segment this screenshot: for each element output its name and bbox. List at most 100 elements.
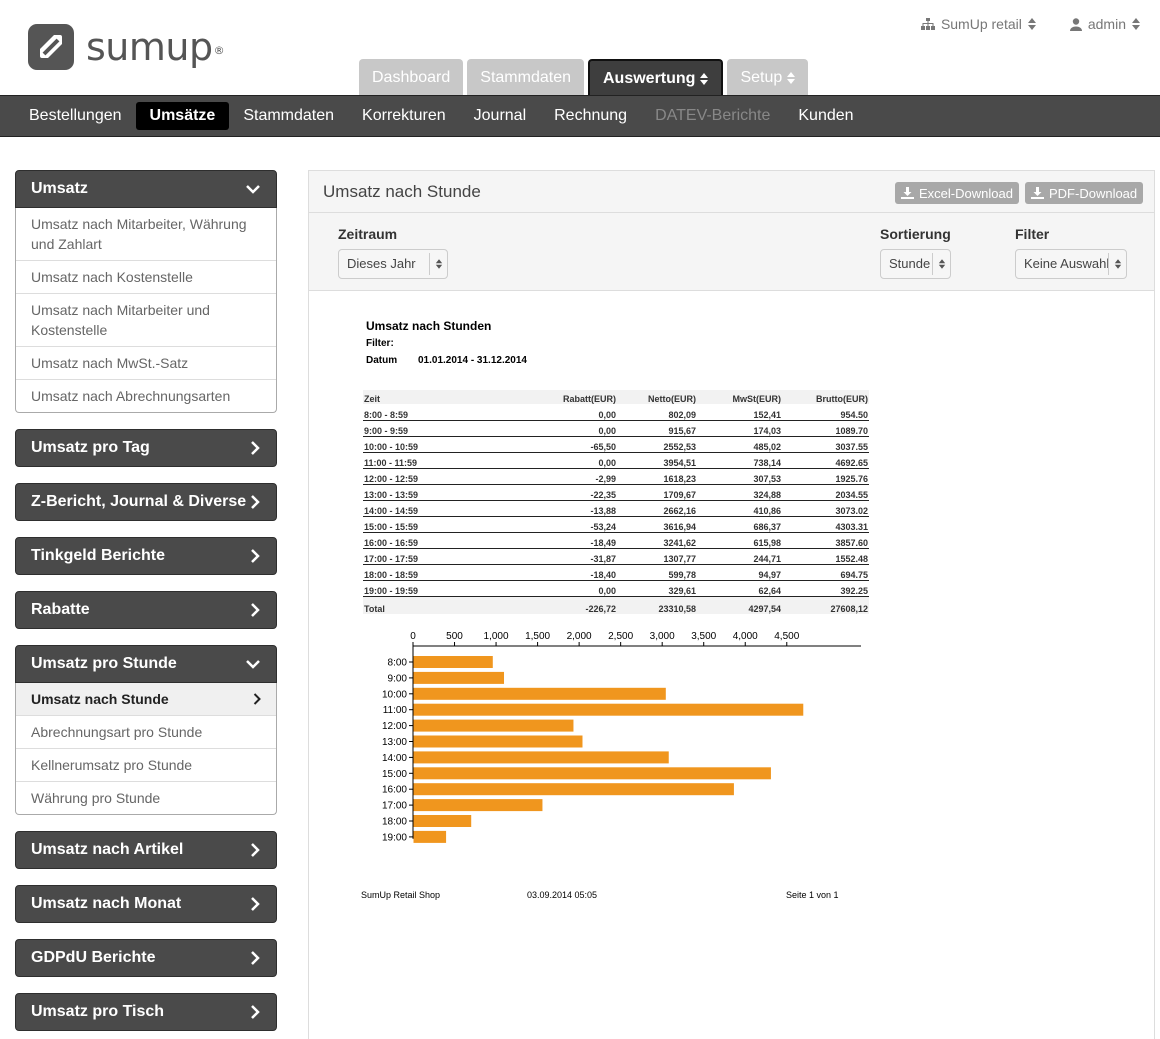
bar [413, 783, 734, 796]
trademark: ® [213, 44, 225, 57]
select-arrow [1108, 253, 1126, 275]
zeitraum-select[interactable]: Dieses Jahr [338, 249, 448, 279]
tab-stammdaten[interactable]: Stammdaten [467, 59, 584, 96]
table-cell: 3616,94 [617, 516, 697, 533]
table-cell: 4692.65 [782, 452, 869, 469]
table-cell: 8:00 - 8:59 [363, 404, 513, 421]
table-row: 9:00 - 9:59 0,00 915,67 174,03 1089.70 [363, 420, 869, 437]
subnav-stammdaten[interactable]: Stammdaten [243, 107, 335, 124]
sidebar-item[interactable]: Umsatz nach Abrechnungsarten [31, 388, 231, 404]
tab-setup[interactable]: Setup [727, 59, 809, 96]
accordion-header[interactable]: Z-Bericht, Journal & Diverse [15, 483, 277, 521]
chevron-right-icon [251, 603, 260, 617]
table-cell: -65,50 [513, 436, 617, 453]
table-cell: 954.50 [782, 404, 869, 421]
y-tick-label: 19:00 [382, 832, 407, 843]
table-cell: -31,87 [513, 548, 617, 565]
report-date-range: 01.01.2014 - 31.12.2014 [418, 355, 527, 366]
y-tick-label: 11:00 [383, 705, 408, 716]
accordion-title: Rabatte [31, 601, 90, 618]
subnav-bestellungen[interactable]: Bestellungen [29, 107, 122, 124]
sidebar-item[interactable]: Umsatz nach MwSt.-Satz [16, 347, 276, 380]
bar [413, 735, 583, 748]
accordion-body: Umsatz nach Mitarbeiter, Währung und Zah… [15, 208, 277, 413]
table-cell: 152,41 [697, 404, 782, 421]
table-cell: 244,71 [697, 548, 782, 565]
table-cell: 3857.60 [782, 532, 869, 549]
sitemap-icon [920, 18, 935, 30]
sidebar-item[interactable]: Währung pro Stunde [31, 790, 161, 806]
table-row: 19:00 - 19:59 0,00 329,61 62,64 392.25 [363, 580, 869, 597]
chevron-right-icon [251, 897, 260, 911]
subnav-journal[interactable]: Journal [473, 107, 527, 124]
accordion-umsatz-nach-artikel: Umsatz nach Artikel [15, 831, 277, 869]
x-tick-label: 3,000 [650, 631, 675, 642]
user-menu[interactable]: admin [1069, 16, 1140, 32]
pdf-download-button[interactable]: PDF-Download [1025, 182, 1144, 204]
accordion-header[interactable]: Umsatz pro Tag [15, 429, 277, 467]
sidebar-item[interactable]: Abrechnungsart pro Stunde [16, 716, 276, 749]
hourly-revenue-chart: 0 500 1,000 1,500 2,000 2,500 3,000 3,500 4,000 4… [382, 631, 861, 843]
sidebar-item[interactable]: Kellnerumsatz pro Stunde [16, 749, 276, 782]
accordion-umsatz-pro-tisch: Umsatz pro Tisch [15, 993, 277, 1031]
panel-title: Umsatz nach Stunde [323, 182, 481, 201]
accordion-header[interactable]: Umsatz [15, 170, 277, 208]
table-cell: -226,72 [513, 596, 617, 614]
accordion-rabatte: Rabatte [15, 591, 277, 629]
column-header: Rabatt(EUR) [513, 390, 617, 404]
excel-download-button[interactable]: Excel-Download [895, 182, 1019, 204]
sidebar-item[interactable]: Umsatz nach Kostenstelle [16, 261, 276, 294]
excel-download-label: Excel-Download [919, 185, 1013, 201]
table-cell: 12:00 - 12:59 [363, 468, 513, 485]
sidebar-item-label: Umsatz nach Stunde [31, 691, 169, 707]
accordion-header[interactable]: Umsatz pro Stunde [15, 645, 277, 683]
column-header: Zeit [363, 390, 513, 404]
subnav-rechnung[interactable]: Rechnung [554, 107, 628, 124]
accordion-header[interactable]: Tinkgeld Berichte [15, 537, 277, 575]
accordion-tinkgeld: Tinkgeld Berichte [15, 537, 277, 575]
accordion-title: GDPdU Berichte [31, 949, 156, 966]
chevron-right-icon [251, 495, 260, 509]
table-cell: 3073.02 [782, 500, 869, 517]
sidebar-item[interactable]: Umsatz nach Mitarbeiter und Kostenstelle [16, 294, 276, 347]
table-row: 18:00 - 18:59 -18,40 599,78 94,97 694.75 [363, 564, 869, 581]
sidebar-item[interactable]: Umsatz nach Mitarbeiter, Währung und Zah… [16, 208, 276, 261]
subnav-korrekturen[interactable]: Korrekturen [362, 107, 446, 124]
sidebar-item-active[interactable]: Umsatz nach Stunde [16, 683, 276, 716]
chevron-right-icon [251, 441, 260, 455]
table-cell: 1925.76 [782, 468, 869, 485]
tab-label: Setup [740, 69, 783, 86]
accordion-header[interactable]: Rabatte [15, 591, 277, 629]
subnav-umsaetze[interactable]: Umsätze [135, 102, 230, 130]
x-tick-label: 2,000 [567, 631, 592, 642]
download-icon [901, 187, 914, 199]
accordion-header[interactable]: Umsatz pro Tisch [15, 993, 277, 1031]
accordion-header[interactable]: GDPdU Berichte [15, 939, 277, 977]
logo[interactable]: sumup® [28, 24, 225, 70]
subnav-kunden[interactable]: Kunden [798, 107, 854, 124]
sortierung-select[interactable]: Stunde [880, 249, 951, 279]
table-cell: 62,64 [697, 580, 782, 597]
bar [413, 751, 669, 764]
accordion-gdpdu: GDPdU Berichte [15, 939, 277, 977]
x-tick-label: 0 [410, 631, 416, 642]
sumup-logo-icon [28, 24, 74, 70]
shop-menu[interactable]: SumUp retail [920, 16, 1036, 32]
sub-navigation: Bestellungen Umsätze Stammdaten Korrektu… [0, 95, 1160, 137]
column-header: MwSt(EUR) [697, 390, 782, 404]
accordion-z-bericht: Z-Bericht, Journal & Diverse [15, 483, 277, 521]
accordion-title: Tinkgeld Berichte [31, 547, 165, 564]
x-tick-label: 4,500 [774, 631, 799, 642]
tab-auswertung[interactable]: Auswertung [588, 59, 724, 96]
table-cell: 307,53 [697, 468, 782, 485]
table-cell: 23310,58 [617, 596, 697, 614]
chevron-right-icon [251, 1005, 260, 1019]
accordion-header[interactable]: Umsatz nach Monat [15, 885, 277, 923]
tab-dashboard[interactable]: Dashboard [359, 59, 464, 96]
table-cell: 392.25 [782, 580, 869, 597]
table-row: 13:00 - 13:59 -22,35 1709,67 324,88 2034.55 [363, 484, 869, 501]
table-cell: 3241,62 [617, 532, 697, 549]
table-cell: 485,02 [697, 436, 782, 453]
filter-select[interactable]: Keine Auswahl [1015, 249, 1127, 279]
accordion-header[interactable]: Umsatz nach Artikel [15, 831, 277, 869]
